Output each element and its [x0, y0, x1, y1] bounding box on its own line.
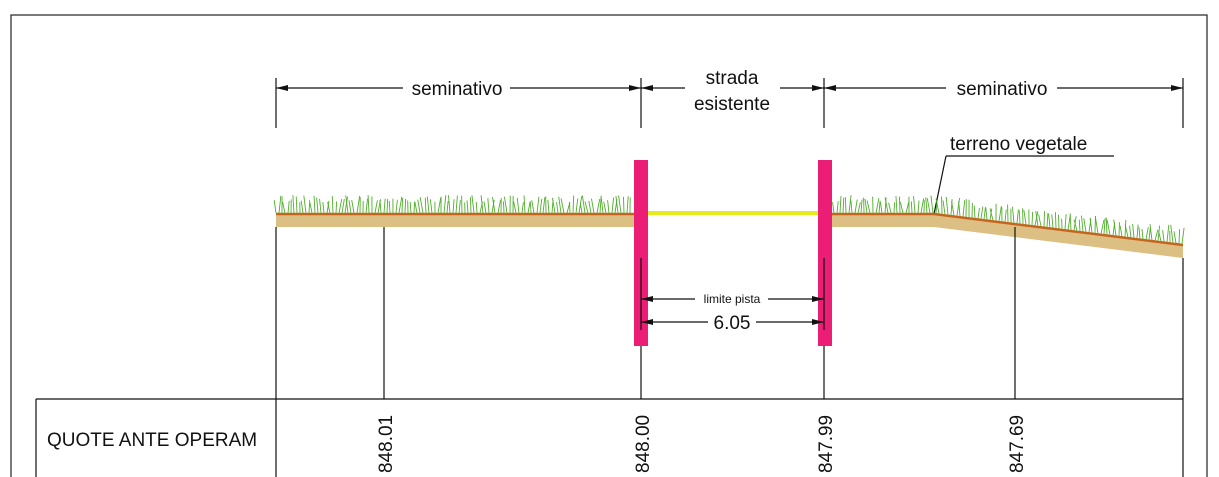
- table-header: QUOTE ANTE OPERAM: [47, 430, 257, 451]
- quote-value: 848.01: [376, 415, 397, 473]
- terreno-leader: [933, 155, 947, 215]
- quote-value: 848.00: [633, 415, 654, 473]
- sheet-border: [10, 14, 1208, 477]
- label-width: 6.05: [714, 313, 751, 334]
- limit-post-right: [818, 160, 832, 346]
- top-dimension: [275, 78, 1184, 128]
- label-limite-pista: limite pista: [704, 292, 761, 306]
- soil-left: [276, 213, 634, 227]
- label-seminativo-right: seminativo: [957, 79, 1048, 100]
- grass-right: [832, 195, 1185, 244]
- label-strada: strada: [706, 68, 759, 89]
- label-seminativo-left: seminativo: [412, 79, 503, 100]
- label-terreno-vegetale: terreno vegetale: [950, 134, 1087, 155]
- quote-table: [35, 398, 1183, 477]
- grass-left: [273, 195, 631, 214]
- station-lines: [275, 227, 1184, 477]
- quote-value: 847.69: [1007, 415, 1028, 473]
- soil-right: [832, 213, 1183, 258]
- quote-value: 847.99: [816, 415, 837, 473]
- label-esistente: esistente: [694, 94, 770, 115]
- inner-dimensions: [640, 258, 825, 330]
- soil-right-topline: [832, 212, 1184, 247]
